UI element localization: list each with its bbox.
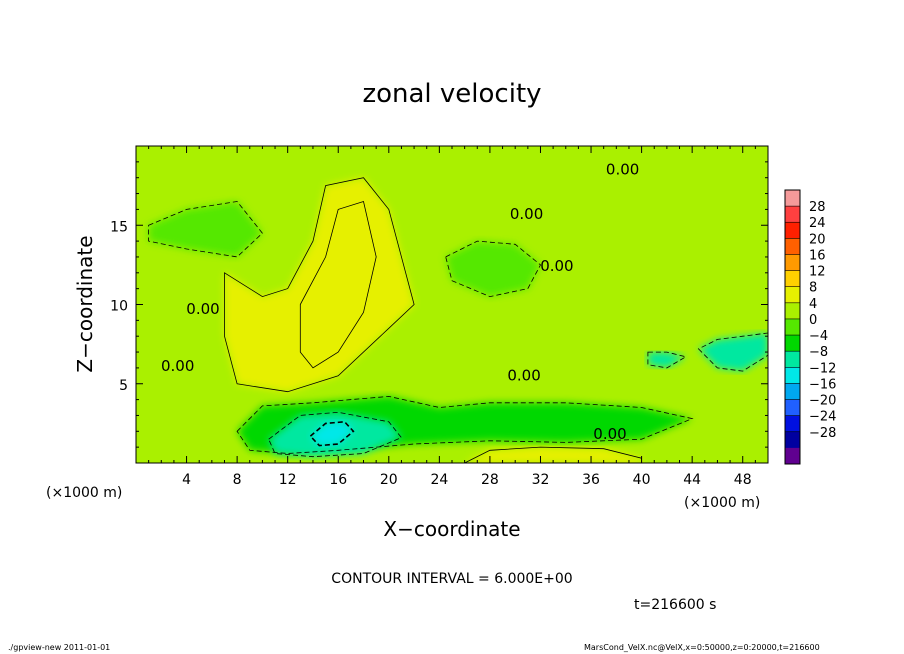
contour-label-0: 0.00	[186, 300, 219, 318]
x-tick-label-6: 28	[481, 472, 499, 488]
colorbar-swatch-2	[785, 222, 800, 239]
x-tick-label-10: 44	[683, 472, 701, 488]
colorbar-label-6: 4	[809, 297, 817, 312]
colorbar-swatch-4	[785, 254, 800, 271]
field-region-10	[464, 447, 642, 463]
colorbar-label-0: 28	[809, 200, 826, 215]
field-region-2	[300, 201, 377, 368]
footer-left: ./gpview-new 2011-01-01	[8, 643, 110, 652]
contour-label-6: 0.00	[606, 161, 639, 179]
colorbar-label-8: −4	[809, 329, 828, 344]
contour-label-4: 0.00	[510, 205, 543, 223]
contour-line-10	[464, 446, 642, 463]
x-axis-label: X−coordinate	[383, 517, 520, 541]
contour-label-2: 0.00	[507, 367, 540, 385]
chart-title: zonal velocity	[362, 79, 541, 109]
colorbar-swatch-8	[785, 318, 800, 336]
colorbar-swatch-15	[785, 431, 800, 449]
contour-line-4	[445, 240, 542, 298]
y-tick-label-2: 15	[110, 219, 128, 235]
colorbar-label-10: −12	[809, 361, 836, 376]
x-tick-label-0: 4	[182, 472, 191, 488]
field-region-9	[698, 333, 768, 372]
contour-label-3: 0.00	[593, 425, 626, 443]
colorbar-swatch-13	[785, 399, 800, 416]
field-region-3	[148, 201, 263, 257]
x-axis-ticks: 4 8 12 16 20 24 28 32 36 40 44 48	[148, 146, 756, 488]
colorbar-label-3: 16	[809, 248, 826, 263]
y-axis-label: Z−coordinate	[73, 235, 97, 372]
colorbar-swatch-5	[785, 270, 800, 288]
contour-lines	[148, 177, 768, 463]
contour-line-8	[647, 351, 687, 369]
x-tick-label-3: 16	[329, 472, 347, 488]
y-axis-ticks: 5 10 15	[110, 161, 768, 448]
colorbar-label-5: 8	[809, 281, 817, 296]
colorbar-label-13: −24	[809, 410, 836, 425]
colorbar-swatch-16	[785, 447, 800, 465]
colorbar-swatch-0	[785, 190, 800, 207]
colorbar-label-11: −16	[809, 377, 836, 392]
colorbar-swatch-14	[785, 415, 800, 433]
x-tick-label-5: 24	[430, 472, 448, 488]
heatmap-field	[136, 146, 768, 463]
contour-line-5	[236, 395, 694, 454]
colorbar-frame	[784, 189, 801, 465]
x-tick-label-7: 32	[532, 472, 550, 488]
colorbar-label-9: −8	[809, 345, 828, 360]
colorbar-label-2: 20	[809, 232, 826, 247]
colorbar-swatch-3	[785, 238, 800, 255]
colorbar-swatch-9	[785, 335, 800, 352]
field-region-4	[445, 241, 541, 297]
colorbar-swatch-7	[785, 302, 800, 320]
contour-interval-text: CONTOUR INTERVAL = 6.000E+00	[331, 571, 572, 587]
colorbar-label-12: −20	[809, 394, 836, 409]
colorbar-label-7: 0	[809, 313, 817, 328]
x-tick-label-4: 20	[380, 472, 398, 488]
time-text: t=216600 s	[634, 597, 716, 613]
colorbar-swatch-1	[785, 206, 800, 223]
contour-line-7	[309, 420, 355, 447]
contour-line-2	[299, 200, 377, 369]
contour-label-5: 0.00	[540, 257, 573, 275]
contour-label-1: 0.00	[161, 357, 194, 375]
y-tick-label-0: 5	[119, 378, 128, 394]
contour-line-3	[148, 201, 263, 258]
x-tick-label-2: 12	[279, 472, 297, 488]
colorbar-label-14: −28	[809, 426, 836, 441]
contour-line-6	[268, 411, 403, 458]
y-axis-unit: (×1000 m)	[46, 485, 122, 501]
y-tick-label-1: 10	[110, 299, 128, 315]
colorbar-swatch-11	[785, 367, 800, 384]
field-region-8	[647, 352, 686, 368]
colorbar-label-1: 24	[809, 216, 826, 231]
footer-right: MarsCond_VelX.nc@VelX,x=0:50000,z=0:2000…	[584, 643, 820, 652]
colorbar-swatch-6	[785, 286, 800, 304]
x-tick-label-11: 48	[734, 472, 752, 488]
contour-labels: 0.00 0.00 0.00 0.00 0.00 0.00 0.00	[161, 161, 639, 444]
colorbar-label-4: 12	[809, 265, 826, 280]
contour-line-1	[224, 177, 415, 393]
colorbar-swatch-12	[785, 383, 800, 400]
x-axis-unit: (×1000 m)	[684, 495, 760, 511]
x-tick-label-9: 40	[633, 472, 651, 488]
x-tick-label-8: 36	[582, 472, 600, 488]
x-tick-label-1: 8	[233, 472, 242, 488]
colorbar-swatch-10	[785, 351, 800, 368]
